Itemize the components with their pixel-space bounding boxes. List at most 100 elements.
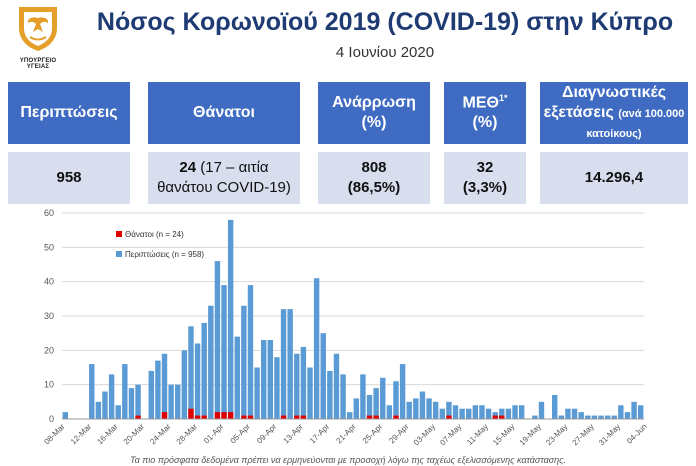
cases-bar <box>201 322 207 419</box>
cases-bar <box>518 405 525 419</box>
deaths-bar <box>135 415 141 419</box>
cases-bar <box>598 415 604 419</box>
cases-bar <box>122 364 128 419</box>
cases-bar <box>591 415 598 419</box>
x-tick-label: 28-Mar <box>175 422 200 447</box>
x-tick-label: 17-Apr <box>308 422 332 446</box>
cases-bar <box>439 408 445 419</box>
y-tick-label: 30 <box>44 311 54 321</box>
cases-bar <box>188 326 194 419</box>
x-tick-label: 25-Apr <box>361 422 385 446</box>
cases-bar <box>393 381 399 419</box>
x-tick-label: 09-Apr <box>255 422 279 446</box>
cases-bar <box>320 333 326 419</box>
cases-bar <box>327 370 333 419</box>
cases-bar <box>102 391 108 419</box>
cases-bar <box>432 401 439 419</box>
cases-bar <box>353 398 360 419</box>
tests-value: 14.296,4 <box>540 152 688 204</box>
cases-bar <box>611 415 617 419</box>
cases-bar <box>532 415 538 419</box>
x-tick-label: 07-May <box>438 422 463 447</box>
cases-bar <box>479 405 485 419</box>
footnote: Τα πιο πρόσφατα δεδομένα πρέπει να ερμην… <box>129 455 567 465</box>
cases-bar <box>274 357 280 419</box>
cases-bar <box>631 401 637 419</box>
cases-bar <box>227 219 234 419</box>
y-tick-label: 0 <box>49 414 54 424</box>
y-tick-label: 50 <box>44 242 54 252</box>
cases-bar <box>426 398 432 419</box>
deaths-bar <box>227 412 234 419</box>
recovery-value: 808 (86,5%) <box>318 152 430 204</box>
cases-bar <box>452 405 459 419</box>
y-tick-label: 60 <box>44 208 54 218</box>
deaths-bar <box>194 415 201 419</box>
x-tick-label: 16-Mar <box>95 422 120 447</box>
cases-bar <box>89 364 95 419</box>
cases-bar <box>472 405 479 419</box>
cases-bar <box>399 364 406 419</box>
icu-value: 32 (3,3%) <box>444 152 526 204</box>
cases-bar <box>108 374 115 419</box>
x-tick-label: 12-Mar <box>69 422 94 447</box>
y-tick-label: 40 <box>44 277 54 287</box>
cases-bar <box>505 408 512 419</box>
cases-bar <box>366 394 373 419</box>
cases-bar <box>181 350 188 419</box>
x-tick-label: 19-May <box>518 422 543 447</box>
x-tick-label: 04-Jun <box>625 422 649 446</box>
deaths-bar <box>221 412 227 419</box>
x-tick-label: 29-Apr <box>387 422 411 446</box>
cases-bar <box>637 405 644 419</box>
cases-bar <box>538 401 545 419</box>
icu-header: ΜΕΘ1* (%) <box>444 82 526 144</box>
cases-bar <box>340 374 346 419</box>
recovery-header: Ανάρρωση (%) <box>318 82 430 144</box>
cases-bar <box>168 384 174 419</box>
deaths-bar <box>499 415 505 419</box>
deaths-bar <box>294 415 300 419</box>
cases-bar <box>307 367 313 419</box>
cases-bar <box>386 405 393 419</box>
cases-bar <box>552 394 558 419</box>
deaths-bar <box>280 415 287 419</box>
deaths-bar <box>366 415 373 419</box>
ministry-name: ΥΠΟΥΡΓΕΙΟ ΥΓΕΙΑΣ <box>19 58 57 70</box>
cases-bar <box>148 370 154 419</box>
x-tick-label: 13-Apr <box>281 422 305 446</box>
cases-bar <box>294 353 300 419</box>
x-tick-label: 24-Mar <box>148 422 173 447</box>
report-date: 4 Ιουνίου 2020 <box>335 44 435 61</box>
epidemic-curve-chart: 0 10 20 30 40 50 60 08-Mar 12-Mar 16-Mar 20-Mar 24-… <box>42 208 649 447</box>
cases-bar <box>485 408 492 419</box>
cases-bar <box>161 353 168 419</box>
deaths-bar <box>201 415 207 419</box>
cases-bar <box>459 408 465 419</box>
cases-bar <box>512 405 518 419</box>
deaths-bar <box>300 415 307 419</box>
cases-bar <box>373 388 379 419</box>
cases-bar <box>492 412 498 419</box>
cases-bar <box>175 384 181 419</box>
cases-bar <box>155 360 161 419</box>
x-tick-label: 20-Mar <box>122 422 147 447</box>
cases-bar <box>380 377 386 419</box>
x-tick-label: 27-May <box>571 422 596 447</box>
cases-bar <box>287 309 293 419</box>
legend-cases-label: Περιπτώσεις (n = 958) <box>125 250 204 259</box>
cases-bar <box>135 384 141 419</box>
cases-bar <box>499 408 505 419</box>
legend-deaths-swatch <box>116 231 122 237</box>
deaths-bar <box>214 412 221 419</box>
cases-header: Περιπτώσεις <box>8 82 130 144</box>
cases-bar <box>267 340 274 419</box>
x-tick-label: 23-May <box>544 422 569 447</box>
deaths-bar <box>446 415 452 419</box>
x-tick-label: 11-May <box>465 422 490 447</box>
deaths-bar <box>188 408 194 419</box>
cases-bar <box>247 285 254 419</box>
cases-bar <box>565 408 571 419</box>
cases-bar <box>300 346 307 419</box>
legend-cases-swatch <box>116 251 122 257</box>
